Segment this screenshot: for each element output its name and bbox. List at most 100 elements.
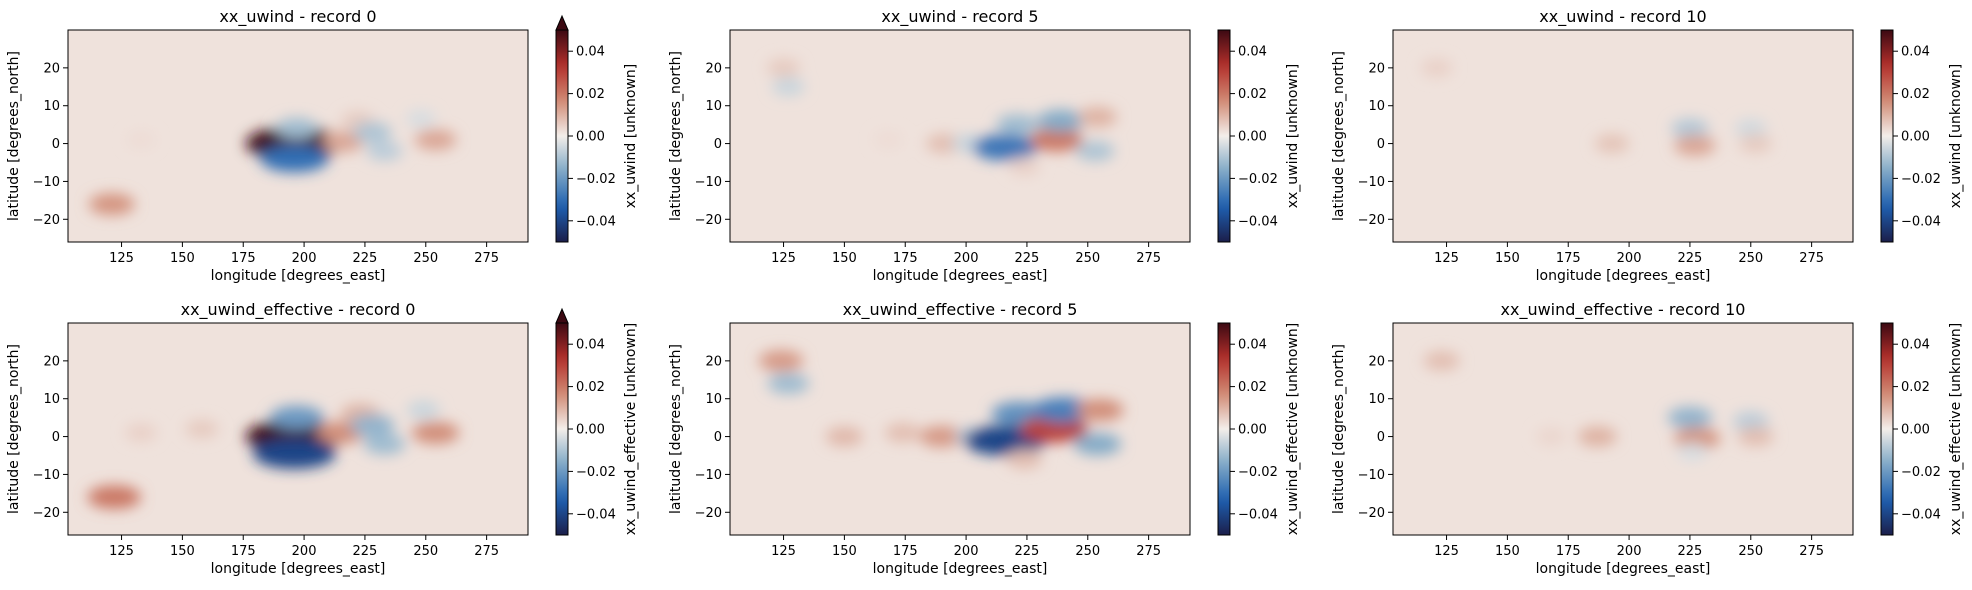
x-tick-label: 175	[231, 251, 256, 266]
panel-5: 125 150 175 200 225 250 275 −20 −10 0 10 20 xx_uwind…	[1331, 300, 1964, 577]
colorbar-tick-label: −0.02	[1238, 172, 1278, 187]
colorbar-tick-label: −0.04	[1238, 507, 1278, 522]
heatmap-field	[766, 58, 1117, 176]
colorbar-tick-label: −0.04	[576, 214, 616, 229]
colorbar-tick-label: 0.04	[1238, 45, 1267, 60]
panel-1: 125 150 175 200 225 250 275 −20 −10 0 10 20 xx_uwind…	[668, 7, 1301, 284]
colorbar-tick-label: −0.04	[1238, 214, 1278, 229]
heatmap-blob	[1594, 134, 1630, 154]
colorbar-label: xx_uwind [unknown]	[623, 64, 639, 209]
x-tick-label: 225	[1015, 544, 1040, 559]
colorbar-tick-label: 0.02	[1238, 87, 1267, 102]
heatmap-blob	[996, 114, 1039, 136]
colorbar-tick-label: 0.02	[1901, 380, 1930, 395]
heatmap-field	[1420, 58, 1773, 156]
heatmap-field	[758, 350, 1124, 469]
x-tick-label: 250	[1075, 251, 1100, 266]
colorbar-label: xx_uwind [unknown]	[1948, 64, 1964, 209]
heatmap-blob	[185, 419, 219, 439]
panel-title: xx_uwind - record 5	[881, 7, 1038, 27]
heatmap-blob	[1032, 397, 1095, 423]
colorbar-tick-label: −0.02	[576, 172, 616, 187]
y-tick-label: −20	[695, 506, 722, 521]
x-tick-label: 200	[1617, 544, 1642, 559]
y-tick-label: −10	[33, 468, 60, 483]
colorbar-label: xx_uwind [unknown]	[1285, 64, 1301, 209]
heatmap-blob	[322, 131, 364, 153]
heatmap-blob	[1536, 427, 1567, 446]
y-tick-label: 0	[1377, 137, 1385, 152]
panel-title: xx_uwind_effective - record 0	[181, 300, 416, 320]
colorbar-gradient	[1881, 30, 1893, 242]
colorbar-extend-arrow	[555, 307, 569, 324]
colorbar-gradient	[1218, 323, 1230, 535]
x-tick-label: 250	[1075, 544, 1100, 559]
y-axis-label: latitude [degrees_north]	[668, 344, 684, 514]
colorbar: −0.04 −0.02 0.00 0.02 0.04 xx_uwind_effective…	[1217, 322, 1301, 536]
x-tick-label: 225	[1678, 251, 1703, 266]
heatmap-blob	[414, 129, 457, 151]
colorbar: −0.04 −0.02 0.00 0.02 0.04 xx_uwind [unknown]	[1217, 29, 1301, 243]
colorbar: −0.04 −0.02 0.00 0.02 0.04 xx_uwind [unknown]	[1880, 29, 1964, 243]
x-tick-label: 275	[474, 544, 499, 559]
axes-frame	[1392, 322, 1854, 536]
colorbar-tick-label: 0.00	[1901, 423, 1930, 438]
x-tick-label: 150	[1495, 544, 1520, 559]
x-axis-label: longitude [degrees_east]	[1536, 268, 1711, 284]
x-tick-label: 125	[771, 251, 796, 266]
x-tick-label: 150	[1495, 251, 1520, 266]
x-tick-label: 125	[1434, 251, 1459, 266]
colorbar-extend-arrow	[555, 14, 569, 31]
y-tick-label: −10	[1358, 175, 1385, 190]
heatmap-blob	[766, 58, 801, 78]
x-tick-label: 200	[292, 544, 317, 559]
x-tick-label: 275	[1799, 544, 1824, 559]
panel-title: xx_uwind - record 0	[219, 7, 376, 27]
heatmap-blob	[1737, 426, 1774, 447]
y-tick-label: 20	[43, 354, 60, 369]
x-tick-label: 225	[1015, 251, 1040, 266]
y-tick-label: 10	[705, 392, 722, 407]
colorbar-tick-label: 0.00	[1901, 130, 1930, 145]
panel-3: 125 150 175 200 225 250 275 −20 −10 0 10 20 xx_uwind…	[6, 300, 639, 577]
colorbar-tick-label: 0.04	[576, 338, 605, 353]
y-tick-label: 10	[1368, 99, 1385, 114]
colorbar-gradient	[1218, 30, 1230, 242]
colorbar-tick-label: 0.02	[576, 87, 605, 102]
heatmap-blob	[405, 109, 437, 128]
y-tick-label: −10	[695, 468, 722, 483]
heatmap-blob	[758, 350, 804, 372]
panel-title: xx_uwind_effective - record 5	[843, 300, 1078, 320]
axes-frame	[1392, 29, 1854, 243]
y-tick-label: 20	[1368, 354, 1385, 369]
x-tick-label: 225	[353, 251, 378, 266]
x-tick-label: 225	[1678, 544, 1703, 559]
x-tick-label: 200	[954, 251, 979, 266]
heatmap-blob	[1008, 157, 1041, 176]
y-axis-label: latitude [degrees_north]	[1331, 51, 1347, 221]
heatmap-blob	[767, 373, 810, 394]
colorbar-gradient	[1881, 323, 1893, 535]
colorbar-gradient	[556, 323, 568, 535]
x-tick-label: 125	[1434, 544, 1459, 559]
x-tick-label: 175	[1556, 251, 1581, 266]
colorbar-tick-label: 0.00	[576, 130, 605, 145]
heatmap-blob	[270, 405, 324, 430]
x-tick-label: 250	[413, 544, 438, 559]
colorbar-tick-label: −0.02	[1901, 465, 1941, 480]
panel-title: xx_uwind_effective - record 10	[1501, 300, 1746, 320]
y-tick-label: 20	[705, 354, 722, 369]
colorbar-gradient	[556, 30, 568, 242]
y-tick-label: −20	[695, 213, 722, 228]
colorbar-tick-label: −0.02	[1238, 465, 1278, 480]
heatmap-blob	[1420, 58, 1453, 78]
panel-title: xx_uwind - record 10	[1539, 7, 1706, 27]
heatmap-field	[87, 400, 460, 509]
y-axis-label: latitude [degrees_north]	[6, 344, 22, 514]
colorbar-tick-label: 0.04	[1238, 338, 1267, 353]
x-tick-label: 175	[893, 251, 918, 266]
x-tick-label: 200	[954, 544, 979, 559]
heatmap-blob	[363, 433, 406, 455]
colorbar-tick-label: 0.04	[576, 45, 605, 60]
